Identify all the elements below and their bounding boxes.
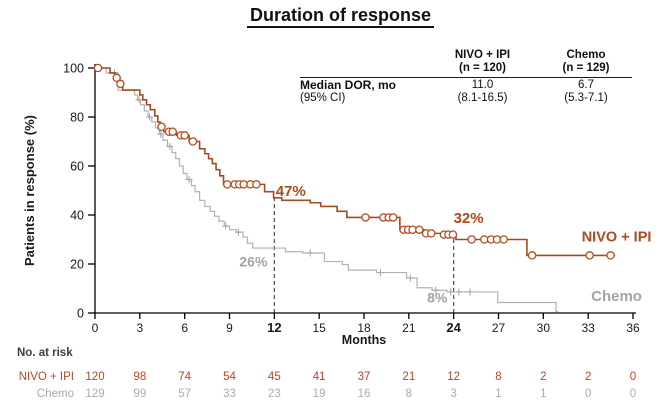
- annotation-nivo-ipi: NIVO + IPI: [582, 230, 652, 246]
- risk-count: 0: [630, 388, 636, 400]
- y-tick-label: 0: [77, 307, 84, 321]
- inset-header-nivo: NIVO + IPI (n = 120): [425, 49, 540, 78]
- risk-count: 41: [313, 371, 326, 383]
- y-tick-label: 60: [70, 160, 84, 174]
- inset-header-chemo-name: Chemo: [566, 49, 606, 61]
- risk-count: 54: [223, 371, 236, 383]
- inset-header-chemo-n: (n = 129): [562, 61, 610, 74]
- censor-circle: [499, 235, 508, 244]
- km-curve-chemo: [95, 67, 559, 313]
- risk-count: 8: [495, 371, 501, 383]
- risk-count: 0: [630, 371, 636, 383]
- risk-count: 12: [447, 371, 460, 383]
- annotation-32-: 32%: [454, 210, 484, 227]
- x-tick-label: 12: [267, 320, 281, 335]
- inset-ci-chemo: (5.3-7.1): [564, 91, 608, 104]
- censor-circle: [168, 127, 177, 136]
- risk-row-label: Chemo: [37, 388, 74, 400]
- risk-count: 98: [133, 371, 146, 383]
- x-tick-label: 24: [446, 320, 461, 335]
- censor-circle: [388, 213, 398, 222]
- risk-count: 129: [85, 388, 104, 400]
- inset-value-nivo: 11.0: [471, 78, 494, 91]
- censor-circle: [157, 122, 166, 132]
- y-tick-label: 20: [70, 258, 84, 272]
- inset-ci-nivo: (8.1-16.5): [457, 91, 508, 104]
- censor-circle: [585, 251, 594, 260]
- censor-circle: [606, 251, 615, 260]
- inset-header-nivo-n: (n = 120): [459, 61, 506, 74]
- x-tick-label: 30: [537, 321, 551, 335]
- censor-circle: [93, 63, 103, 73]
- annotation-8-: 8%: [427, 290, 448, 306]
- risk-count: 16: [358, 388, 371, 400]
- risk-count: 1: [540, 388, 546, 400]
- x-tick-label: 3: [136, 321, 143, 335]
- censor-circle: [116, 79, 125, 89]
- risk-count: 19: [313, 388, 326, 400]
- risk-count: 8: [406, 388, 412, 400]
- y-tick-label: 40: [70, 209, 84, 223]
- inset-value-chemo: 6.7: [578, 78, 594, 91]
- x-tick-label: 18: [357, 321, 371, 335]
- inset-row-label: Median DOR, mo: [300, 77, 397, 92]
- inset-row-label-cell: Median DOR, mo (95% CI): [300, 77, 425, 105]
- x-tick-label: 33: [581, 321, 595, 335]
- risk-count: 0: [585, 388, 591, 400]
- risk-count: 74: [178, 371, 191, 383]
- censor-circle: [527, 251, 537, 260]
- risk-count: 23: [268, 388, 281, 400]
- censor-circle: [467, 235, 476, 244]
- censor-circle: [180, 131, 189, 140]
- x-tick-label: 15: [312, 321, 326, 335]
- risk-count: 57: [178, 388, 191, 400]
- page-title: Duration of response: [18, 5, 663, 28]
- x-tick-label: 6: [181, 321, 188, 335]
- risk-count: 45: [268, 371, 281, 383]
- risk-count: 99: [133, 388, 146, 400]
- censor-circle: [426, 229, 436, 238]
- risk-count: 1: [495, 388, 501, 400]
- x-tick-label: 21: [402, 321, 416, 335]
- annotation-chemo: Chemo: [591, 288, 642, 305]
- y-tick-label: 100: [63, 62, 84, 76]
- censor-circle: [188, 137, 198, 146]
- y-tick-label: 80: [70, 111, 84, 125]
- x-tick-label: 27: [492, 321, 506, 335]
- risk-count: 37: [358, 371, 371, 383]
- censor-circle: [252, 180, 261, 189]
- censor-circle: [112, 73, 121, 83]
- inset-header-spacer: [300, 49, 425, 78]
- risk-count: 21: [402, 371, 415, 383]
- inset-header-chemo: Chemo (n = 129): [540, 49, 632, 78]
- risk-table-heading: No. at risk: [17, 347, 73, 359]
- risk-row-label: NIVO + IPI: [19, 371, 74, 383]
- censor-circle: [361, 213, 370, 222]
- censor-circle: [415, 225, 424, 234]
- risk-count: 120: [85, 371, 104, 383]
- inset-value-nivo-cell: 11.0 (8.1-16.5): [425, 77, 540, 105]
- risk-count: 33: [223, 388, 236, 400]
- inset-data-row: Median DOR, mo (95% CI) 11.0 (8.1-16.5) …: [300, 77, 632, 105]
- censor-circle: [448, 230, 458, 239]
- page-title-text: Duration of response: [246, 5, 435, 28]
- x-axis-label: Months: [341, 333, 387, 347]
- risk-count: 3: [450, 388, 456, 400]
- median-dor-inset-table: NIVO + IPI (n = 120) Chemo (n = 129) Med…: [300, 49, 632, 105]
- censor-circle: [223, 180, 232, 189]
- km-curve-nivo-ipi: [95, 67, 616, 257]
- inset-header-row: NIVO + IPI (n = 120) Chemo (n = 129): [300, 49, 632, 78]
- inset-header-nivo-name: NIVO + IPI: [454, 49, 511, 61]
- x-tick-label: 36: [626, 321, 640, 335]
- inset-value-chemo-cell: 6.7 (5.3-7.1): [540, 77, 632, 105]
- risk-count: 2: [585, 371, 591, 383]
- inset-row-sublabel: (95% CI): [300, 92, 346, 105]
- annotation-47-: 47%: [276, 183, 306, 200]
- annotation-26-: 26%: [239, 254, 268, 270]
- x-tick-label: 9: [226, 321, 233, 335]
- risk-count: 2: [540, 371, 546, 383]
- x-tick-label: 0: [92, 321, 99, 335]
